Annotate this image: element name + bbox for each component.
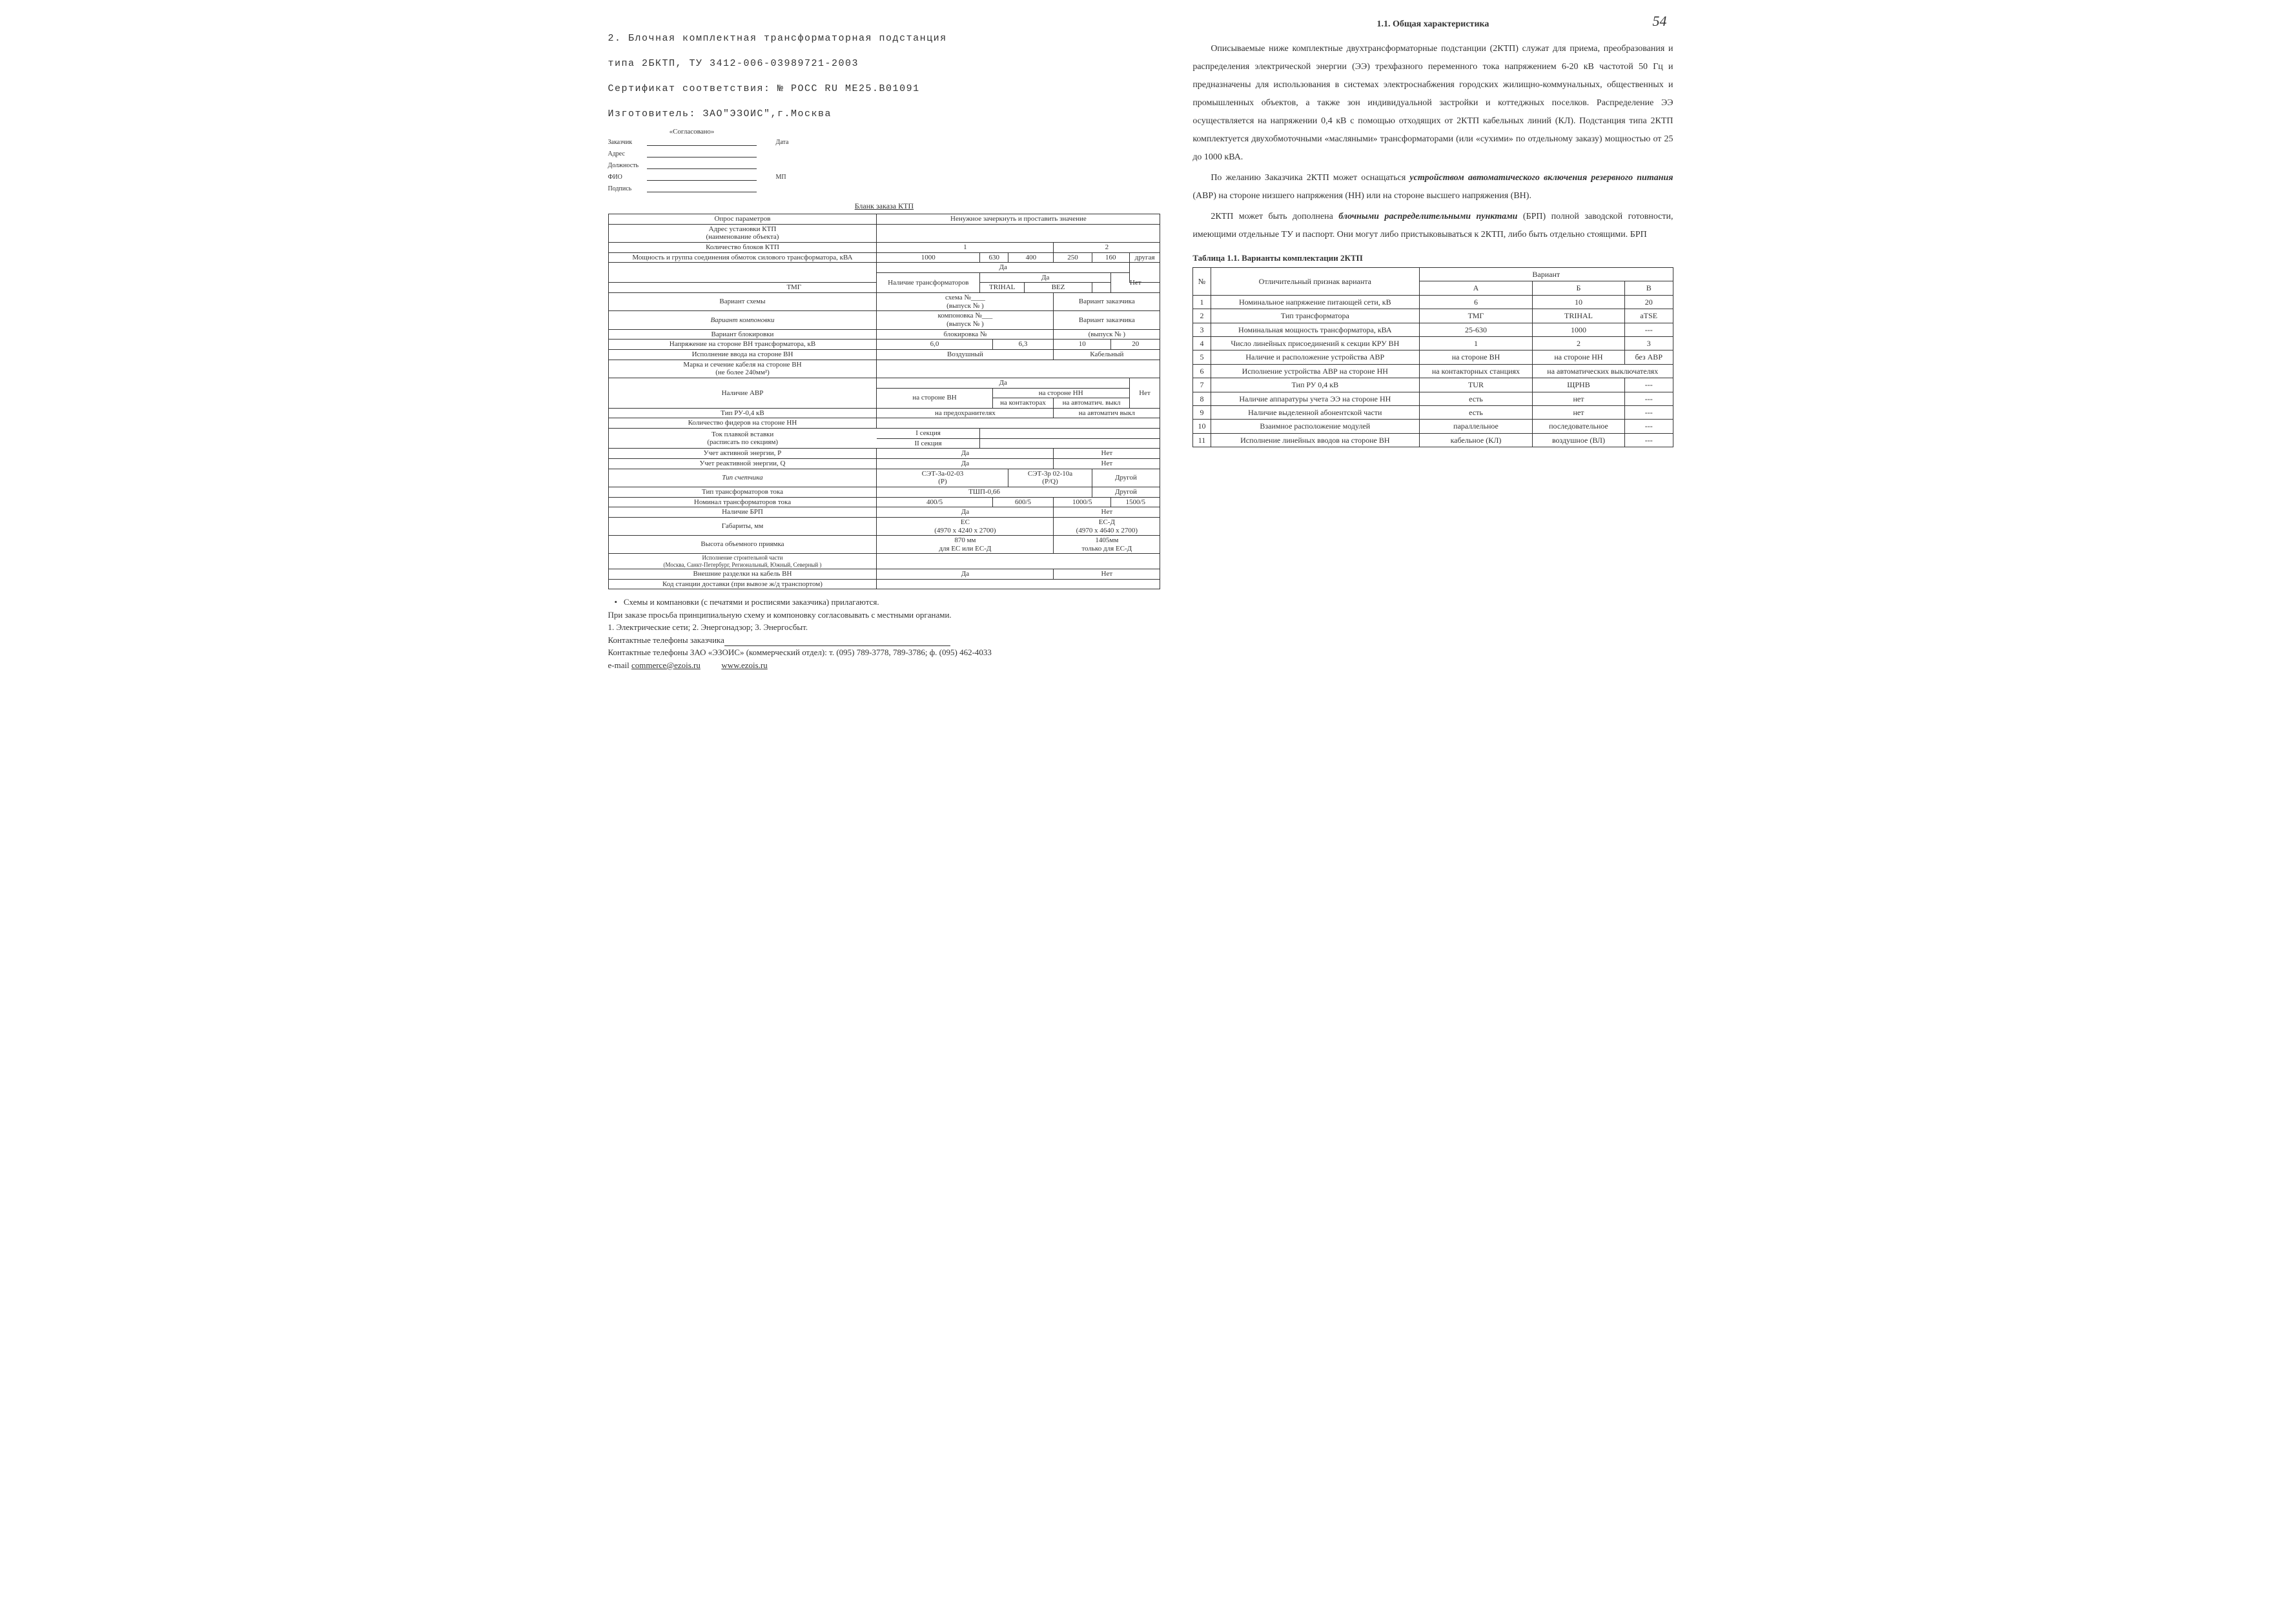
variants-table: №Отличительный признак вариантаВариантАБ… [1192, 267, 1673, 447]
notes-bullet: • Схемы и компановки (с печатями и роспи… [615, 596, 1161, 609]
order-row-label: Номинал трансформаторов тока [608, 497, 877, 507]
header-line-3: Сертификат соответствия: № РОСС RU МЕ25.… [608, 83, 920, 94]
field-label: Должность [608, 162, 647, 169]
body-text: Описываемые ниже комплектные двухтрансфо… [1192, 40, 1673, 244]
order-row-label: Напряжение на стороне ВН трансформатора,… [608, 340, 877, 350]
page-number: 54 [1653, 13, 1667, 30]
notes-line-4: Контактные телефоны ЗАО «ЭЗОИС» (коммерч… [608, 646, 1161, 659]
header-line-4: Изготовитель: ЗАО"ЭЗОИС",г.Москва [608, 108, 832, 119]
order-row-label: Наличие БРП [608, 507, 877, 518]
order-row-label: Вариант блокировки [608, 329, 877, 340]
agreed-title: «Согласовано» [608, 128, 776, 136]
document-header: 2. Блочная комплектная трансформаторная … [608, 19, 1161, 120]
field-line [647, 185, 757, 192]
agreed-block: «Согласовано» Заказчик Дата Адрес Должность… [608, 128, 1161, 192]
notes-contact: e-mail commerce@ezois.ru www.ezois.ru [608, 659, 1161, 672]
left-column: 2. Блочная комплектная трансформаторная … [608, 19, 1161, 671]
order-row-label: Исполнение строительной части(Москва, Са… [608, 554, 877, 569]
field-label: ФИО [608, 174, 647, 181]
order-row-label: Мощность и группа соединения обмоток сил… [608, 252, 877, 263]
section-title: 1.1. Общая характеристика [1192, 19, 1673, 30]
field-line [647, 138, 757, 146]
paragraph-1: Описываемые ниже комплектные двухтрансфо… [1192, 40, 1673, 167]
order-row-label: Внешние разделки на кабель ВН [608, 569, 877, 580]
agreement-field-row: ФИО МП [608, 173, 1161, 181]
notes-line-3: Контактные телефоны заказчика [608, 634, 1161, 647]
variants-caption: Таблица 1.1. Варианты комплектации 2КТП [1192, 253, 1673, 263]
field-label: Заказчик [608, 139, 647, 146]
header-line-2: типа 2БКТП, ТУ 3412-006-03989721-2003 [608, 58, 859, 69]
paragraph-3: 2КТП может быть дополнена блочными распр… [1192, 208, 1673, 244]
order-row-label: Тип трансформаторов тока [608, 487, 877, 497]
agreement-field-row: Должность [608, 161, 1161, 169]
email-link[interactable]: commerce@ezois.ru [631, 660, 701, 670]
order-row-label: Габариты, мм [608, 517, 877, 535]
website-link[interactable]: www.ezois.ru [721, 660, 767, 670]
agreement-field-row: Заказчик Дата [608, 138, 1161, 146]
order-row-label: Марка и сечение кабеля на стороне ВН(не … [608, 360, 877, 378]
agreement-field-row: Подпись [608, 185, 1161, 192]
order-row-label: Количество блоков КТП [608, 242, 877, 252]
order-row-label: Код станции доставки (при вывозе ж/д тра… [608, 579, 877, 589]
field-label: Адрес [608, 150, 647, 157]
order-row-label: Учет реактивной энергии, Q [608, 459, 877, 469]
notes-line-2: 1. Электрические сети; 2. Энергонадзор; … [608, 621, 1161, 634]
field-label: Подпись [608, 185, 647, 192]
order-header-2: Ненужное зачеркнуть и проставить значени… [877, 214, 1160, 225]
order-row-label: Тип РУ-0,4 кВ [608, 408, 877, 418]
order-row-label: Исполнение ввода на стороне ВН [608, 349, 877, 360]
right-column: 54 1.1. Общая характеристика Описываемые… [1192, 19, 1673, 671]
field-line [647, 161, 757, 169]
order-row-label: Количество фидеров на стороне НН [608, 418, 877, 429]
field-line [647, 150, 757, 157]
field-extra: МП [776, 174, 786, 181]
order-row-label: Учет активной энергии, P [608, 449, 877, 459]
header-line-1: 2. Блочная комплектная трансформаторная … [608, 33, 947, 44]
paragraph-2: По желанию Заказчика 2КТП может оснащать… [1192, 169, 1673, 205]
order-header-1: Опрос параметров [608, 214, 877, 225]
order-form-table: Опрос параметровНенужное зачеркнуть и пр… [608, 214, 1161, 589]
notes-block: • Схемы и компановки (с печатями и роспи… [608, 596, 1161, 671]
field-extra: Дата [776, 139, 789, 146]
order-row-label: Адрес установки КТП(наименование объекта… [608, 224, 877, 242]
field-line [647, 173, 757, 181]
notes-line-1: При заказе просьба принципиальную схему … [608, 609, 1161, 622]
order-row-label: Высота объемного приямка [608, 536, 877, 554]
agreement-field-row: Адрес [608, 150, 1161, 157]
form-caption: Бланк заказа КТП [608, 201, 1161, 211]
